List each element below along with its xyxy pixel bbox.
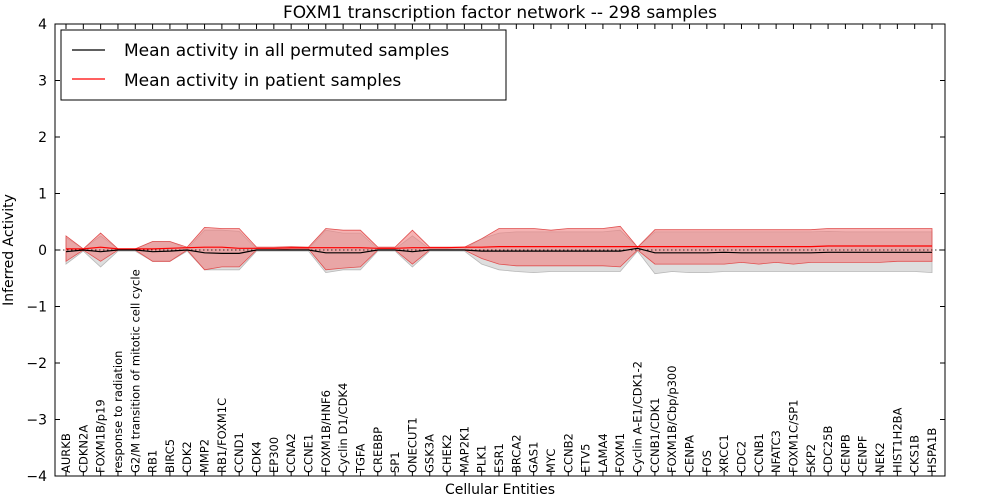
x-tick-label: GSK3A — [423, 434, 437, 473]
y-tick-label: −4 — [26, 469, 47, 485]
x-tick-label: CCNA2 — [284, 433, 298, 473]
x-tick-label: RB1 — [146, 450, 160, 473]
x-tick-label: FOXM1B/Cbp/p300 — [665, 365, 679, 473]
legend-label-permuted: Mean activity in all permuted samples — [124, 41, 449, 61]
x-tick-label: ESR1 — [492, 443, 506, 473]
x-tick-label: TGFA — [353, 444, 367, 474]
x-tick-label: BIRC5 — [163, 439, 177, 473]
x-tick-label: CCNE1 — [302, 434, 316, 473]
x-tick-label: XRCC1 — [717, 434, 731, 473]
x-tick-label: CDKN2A — [76, 425, 90, 473]
y-tick-label: −2 — [26, 356, 47, 372]
x-tick-label: Cyclin D1/CDK4 — [336, 383, 350, 473]
x-tick-label: CREBBP — [371, 427, 385, 473]
series-lines — [55, 245, 945, 254]
x-tick-label: LAMA4 — [596, 433, 610, 473]
patient-mean-line — [66, 245, 932, 250]
axes: −4 −3 −2 −1 0 1 2 3 4 AURKB CDKN2A FOXM1B/p19 respon… — [26, 17, 945, 485]
x-tick-label: BRCA2 — [509, 434, 523, 473]
y-tick-label: 3 — [38, 74, 47, 90]
y-tick-label: 0 — [38, 243, 47, 259]
x-tick-label: SKP2 — [804, 444, 818, 473]
x-tick-label: CDK4 — [250, 441, 264, 473]
x-tick-label: CDK2 — [180, 441, 194, 473]
x-tick-label: PLK1 — [475, 445, 489, 473]
x-tick-label: MMP2 — [198, 439, 212, 473]
x-tick-label: CENPB — [838, 434, 852, 473]
x-tick-label: Cyclin A-E1/CDK1-2 — [631, 361, 645, 473]
x-tick-label: FOXM1C/SP1 — [786, 399, 800, 473]
y-tick-label: 4 — [38, 17, 47, 33]
x-tick-label: FOS — [700, 450, 714, 473]
x-tick-label: G2/M transition of mitotic cell cycle — [128, 269, 142, 473]
x-tick-label: HIST1H2BA — [890, 407, 904, 473]
plot-frame — [54, 23, 946, 477]
x-tick-label: GAS1 — [527, 442, 541, 473]
y-tick-label: −1 — [26, 300, 47, 316]
permuted-mean-line — [65, 247, 932, 254]
legend-box — [60, 29, 507, 101]
legend: Mean activity in all permuted samples Me… — [60, 29, 507, 101]
activity-bands — [65, 225, 933, 275]
patient-activity-band — [65, 225, 933, 271]
x-tick-label: MYC — [544, 449, 558, 473]
x-tick-label: CCNB1/CDK1 — [648, 398, 662, 474]
x-tick-label: CHEK2 — [440, 434, 454, 473]
x-tick-label: FOXM1B/p19 — [94, 399, 108, 473]
x-tick-label: CDC2 — [735, 441, 749, 473]
x-tick-label: CKS1B — [908, 435, 922, 473]
x-tick-label: ETV5 — [579, 444, 593, 473]
x-tick-label: EP300 — [267, 437, 281, 473]
x-tick-label: ONECUT1 — [405, 417, 419, 473]
x-tick-label: CENPA — [683, 435, 697, 473]
chart-title: FOXM1 transcription factor network -- 29… — [283, 3, 717, 23]
x-tick-label: response to radiation — [111, 351, 125, 473]
y-tick-label: −3 — [26, 413, 47, 429]
x-tick-label: CDC25B — [821, 425, 835, 473]
x-tick-label: FOXM1 — [613, 433, 627, 473]
x-tick-label: FOXM1B/HNF6 — [319, 390, 333, 473]
x-tick-label: HSPA1B — [925, 428, 939, 473]
x-tick-label: NEK2 — [873, 442, 887, 473]
x-tick-label: MAP2K1 — [457, 426, 471, 473]
x-tick-label: CCNB1 — [752, 433, 766, 473]
x-tick-label: RB1/FOXM1C — [215, 398, 229, 473]
y-axis-label: Inferred Activity — [1, 194, 17, 306]
x-tick-label: CENPF — [856, 436, 870, 473]
x-tick-label: CCND1 — [232, 432, 246, 473]
x-axis-label: Cellular Entities — [445, 482, 555, 498]
y-tick-label: 2 — [38, 130, 47, 146]
x-tick-label: NFATC3 — [769, 430, 783, 473]
x-tick-label: SP1 — [388, 451, 402, 473]
x-tick-label: AURKB — [59, 433, 73, 473]
legend-label-patient: Mean activity in patient samples — [124, 71, 401, 91]
x-tick-label: CCNB2 — [561, 433, 575, 473]
y-tick-label: 1 — [38, 187, 47, 203]
